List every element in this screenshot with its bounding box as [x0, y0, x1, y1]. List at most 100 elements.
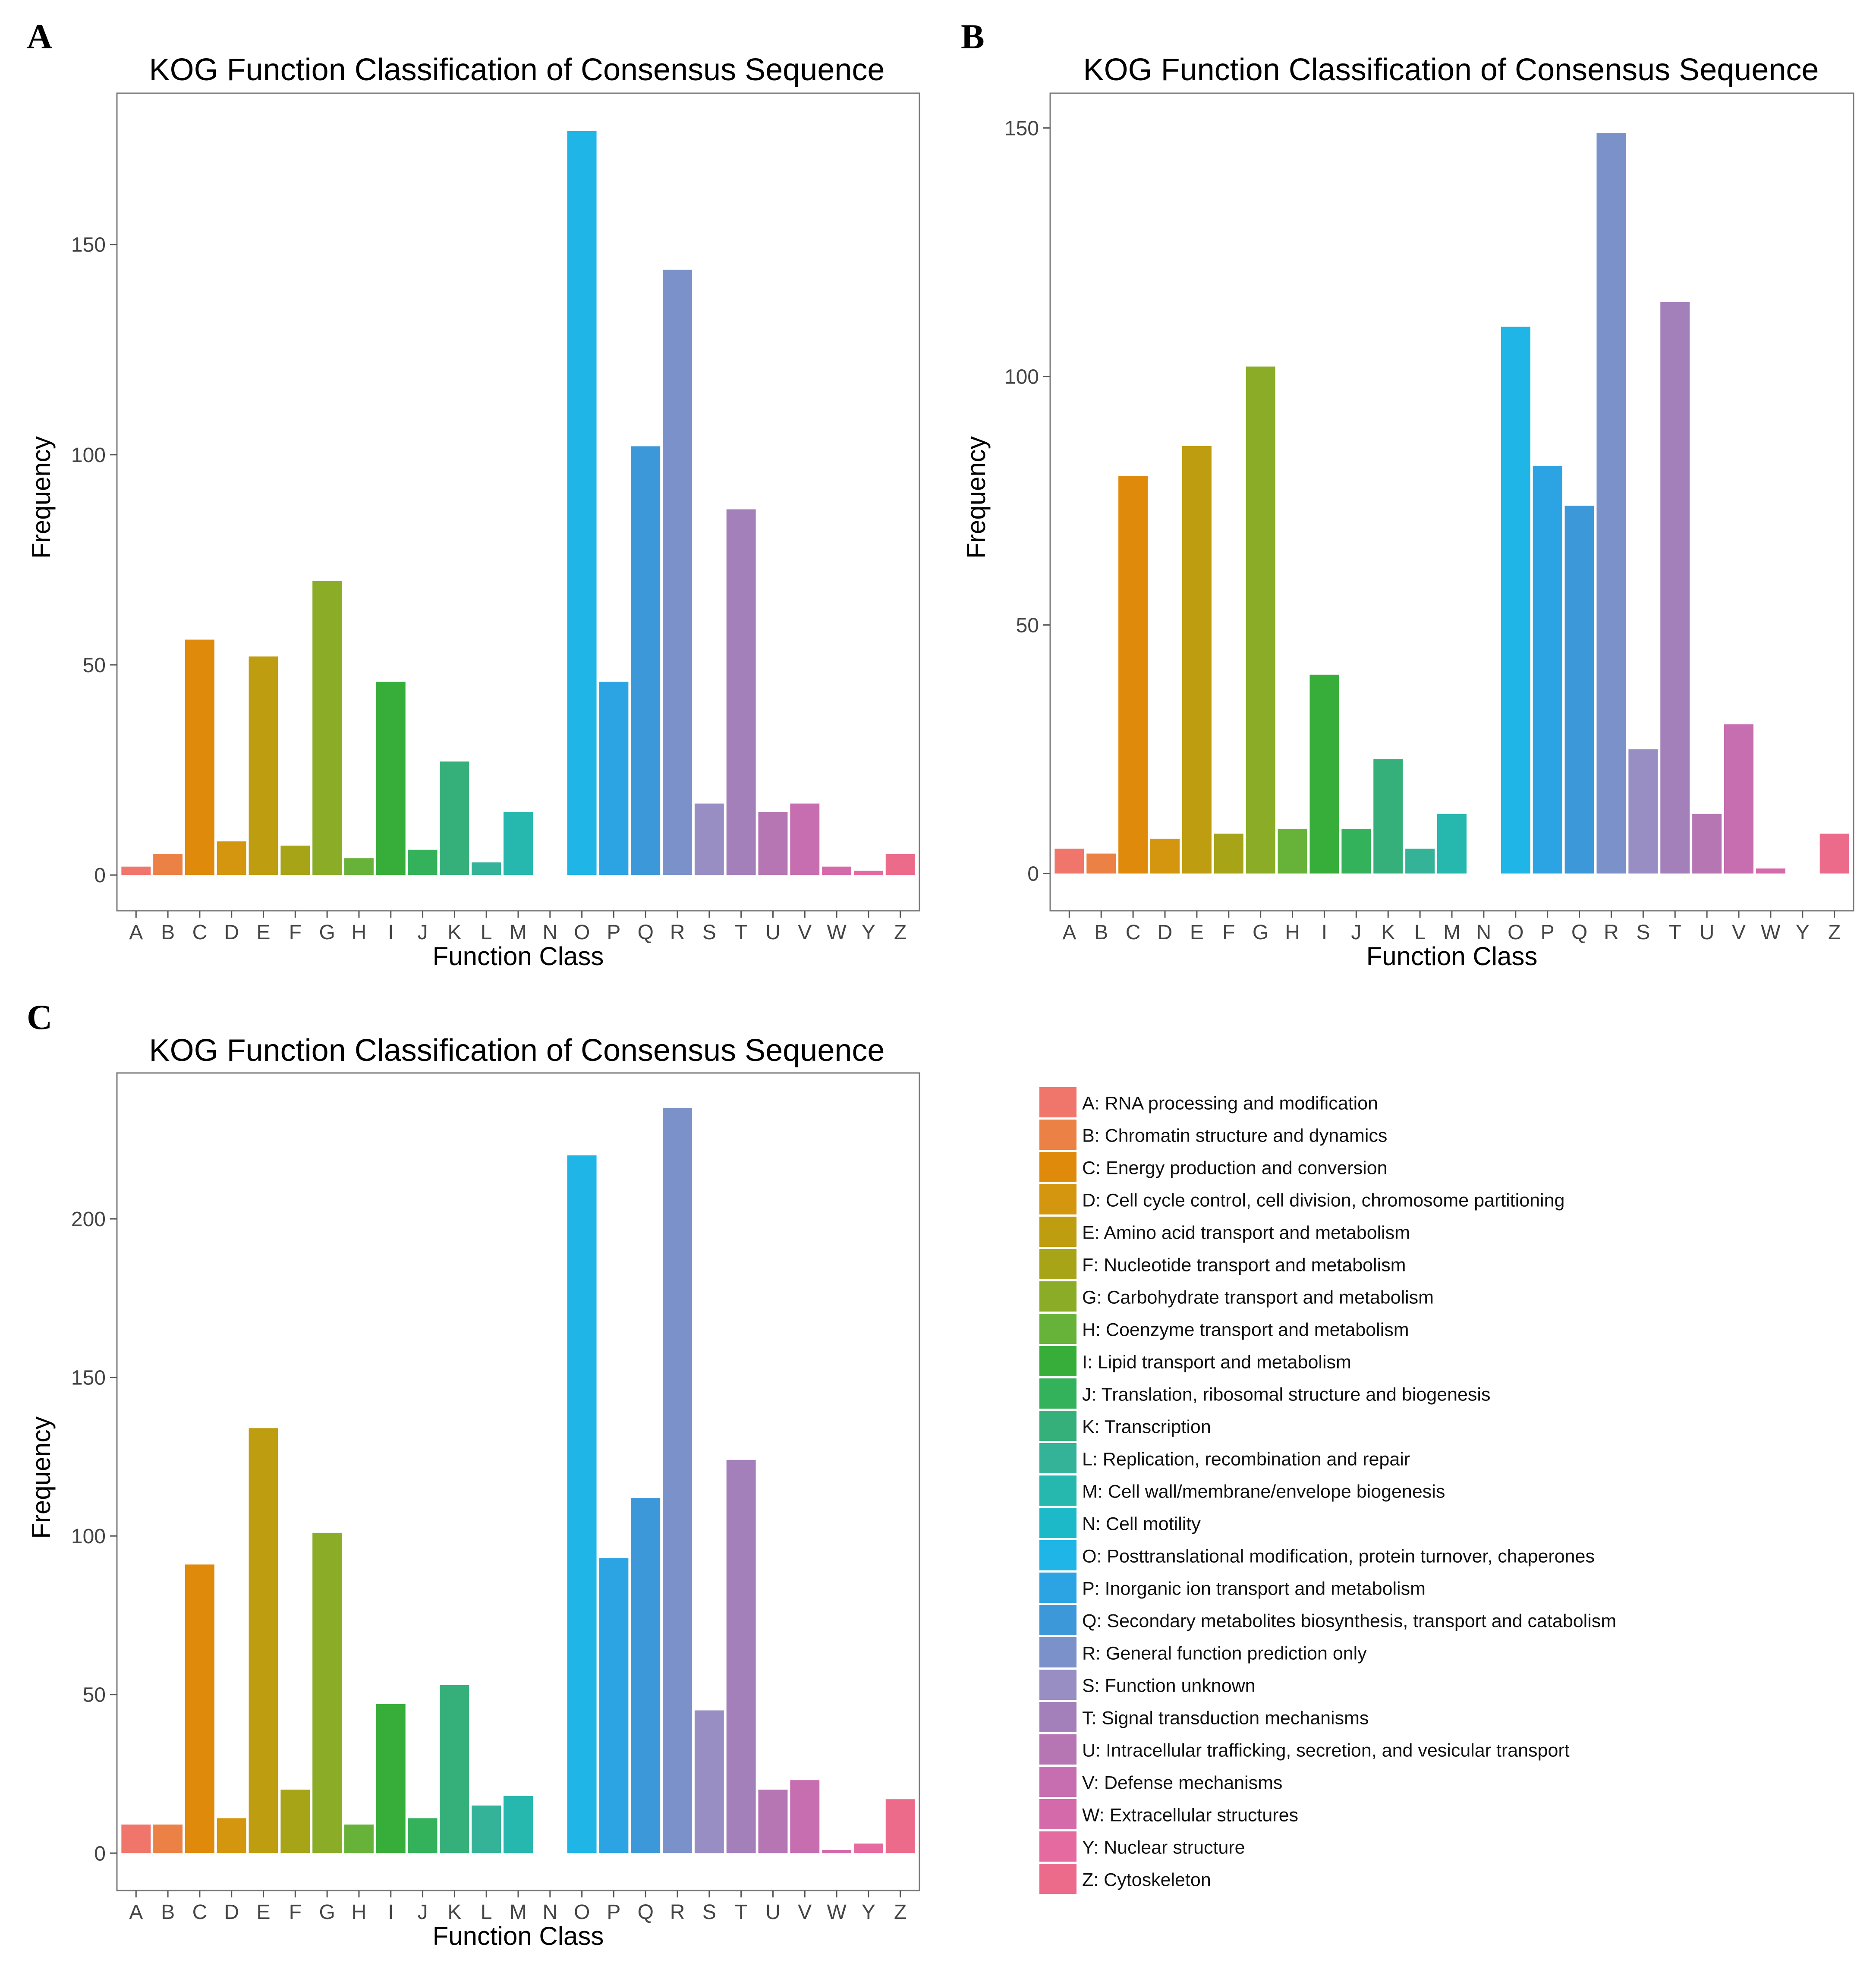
- legend-key: [1039, 1151, 1077, 1183]
- x-tick-label: Z: [894, 921, 907, 944]
- x-tick-label: P: [1541, 921, 1555, 944]
- chart-panel-a: A KOG Function Classification of Consensu…: [27, 17, 920, 971]
- legend-label: P: Inorganic ion transport and metabolis…: [1082, 1579, 1426, 1599]
- bar-s: [694, 1710, 724, 1853]
- bar-w: [822, 1850, 852, 1853]
- legend-key: [1039, 1248, 1077, 1280]
- y-tick-label: 100: [71, 1525, 106, 1548]
- x-tick-label: Q: [638, 1901, 654, 1924]
- x-tick-label: P: [607, 1901, 620, 1924]
- x-tick-label: J: [418, 1901, 428, 1924]
- x-tick-label: V: [798, 921, 812, 944]
- bar-o: [567, 1155, 597, 1853]
- legend-label: M: Cell wall/membrane/envelope biogenesi…: [1082, 1482, 1445, 1502]
- chart-panel-b: B KOG Function Classification of Consensu…: [961, 17, 1854, 971]
- legend-key: [1039, 1183, 1077, 1215]
- bar-k: [440, 761, 469, 875]
- x-tick-label: E: [257, 1901, 271, 1924]
- x-tick-label: Z: [1828, 921, 1841, 944]
- y-tick-label: 150: [71, 1367, 106, 1390]
- plot-frame: [116, 1072, 920, 1891]
- x-tick-label: G: [319, 921, 335, 944]
- bar-z: [885, 1799, 915, 1853]
- legend-item-i: I: Lipid transport and metabolism: [1039, 1345, 1351, 1377]
- legend-key: [1039, 1507, 1077, 1539]
- y-axis-ticks: 0 50 100 150 200: [71, 1208, 117, 1865]
- legend-label: J: Translation, ribosomal structure and …: [1082, 1384, 1490, 1405]
- x-tick-label: Y: [862, 921, 875, 944]
- bar-z: [1819, 834, 1849, 874]
- chart-title: KOG Function Classification of Consensus…: [149, 53, 885, 87]
- chart-title: KOG Function Classification of Consensus…: [1083, 53, 1819, 87]
- legend-item-v: V: Defense mechanisms: [1039, 1766, 1282, 1798]
- legend-item-j: J: Translation, ribosomal structure and …: [1039, 1378, 1490, 1409]
- bar-h: [344, 858, 374, 875]
- bar-r: [663, 270, 692, 875]
- legend-key: [1039, 1410, 1077, 1442]
- bar-t: [1660, 302, 1690, 874]
- bar-g: [312, 581, 342, 875]
- x-tick-label: N: [542, 921, 557, 944]
- y-axis-title: Frequency: [27, 436, 56, 558]
- legend: A: RNA processing and modification B: Chr…: [1039, 1086, 1616, 1895]
- bar-i: [376, 682, 406, 875]
- x-tick-label: B: [161, 921, 175, 944]
- panel-letter: A: [27, 17, 52, 56]
- x-tick-label: S: [702, 1901, 716, 1924]
- x-tick-label: N: [1476, 921, 1492, 944]
- x-tick-label: O: [574, 921, 590, 944]
- bar-f: [280, 1790, 310, 1853]
- bar-q: [631, 1497, 661, 1853]
- bar-u: [1692, 814, 1722, 874]
- legend-label: E: Amino acid transport and metabolism: [1082, 1223, 1410, 1243]
- x-tick-label: Z: [894, 1901, 907, 1924]
- legend-item-z: Z: Cytoskeleton: [1039, 1863, 1211, 1895]
- legend-key: [1039, 1475, 1077, 1507]
- y-tick-label: 0: [1027, 863, 1039, 886]
- y-axis-title: Frequency: [27, 1416, 56, 1538]
- x-tick-label: U: [765, 1901, 781, 1924]
- bar-g: [1246, 366, 1275, 874]
- bar-v: [790, 803, 820, 875]
- legend-label: O: Posttranslational modification, prote…: [1082, 1546, 1595, 1567]
- bar-v: [1724, 724, 1753, 874]
- legend-key: [1039, 1863, 1077, 1895]
- x-tick-label: W: [827, 921, 847, 944]
- legend-key: [1039, 1636, 1077, 1668]
- legend-label: R: General function prediction only: [1082, 1643, 1367, 1664]
- x-tick-label: L: [1414, 921, 1426, 944]
- legend-item-f: F: Nucleotide transport and metabolism: [1039, 1248, 1406, 1280]
- legend-item-g: G: Carbohydrate transport and metabolism: [1039, 1280, 1434, 1312]
- bar-q: [1564, 506, 1594, 874]
- x-tick-label: M: [1443, 921, 1461, 944]
- x-tick-label: P: [607, 921, 620, 944]
- bar-m: [504, 812, 533, 875]
- bar-a: [1054, 849, 1084, 874]
- x-tick-label: D: [224, 1901, 239, 1924]
- bar-l: [1405, 849, 1435, 874]
- x-axis-title: Function Class: [433, 1922, 604, 1950]
- bar-b: [153, 1825, 183, 1853]
- x-tick-label: O: [1508, 921, 1523, 944]
- bar-e: [249, 1428, 278, 1853]
- x-tick-label: S: [702, 921, 716, 944]
- bar-l: [472, 862, 501, 875]
- x-tick-label: F: [289, 1901, 302, 1924]
- legend-label: V: Defense mechanisms: [1082, 1773, 1282, 1793]
- x-tick-label: R: [1604, 921, 1619, 944]
- legend-key: [1039, 1669, 1077, 1701]
- legend-label: F: Nucleotide transport and metabolism: [1082, 1255, 1406, 1276]
- bar-a: [121, 866, 151, 875]
- x-tick-label: G: [1253, 921, 1269, 944]
- x-tick-label: Y: [1796, 921, 1810, 944]
- x-tick-label: U: [1700, 921, 1715, 944]
- x-axis-title: Function Class: [433, 942, 604, 971]
- legend-key: [1039, 1378, 1077, 1409]
- y-axis-ticks: 0 50 100 150: [1004, 117, 1050, 886]
- y-tick-label: 100: [71, 444, 106, 467]
- legend-key: [1039, 1733, 1077, 1765]
- legend-label: D: Cell cycle control, cell division, ch…: [1082, 1190, 1564, 1211]
- bar-m: [1437, 814, 1467, 874]
- bar-i: [376, 1704, 406, 1853]
- x-axis-title: Function Class: [1366, 942, 1538, 971]
